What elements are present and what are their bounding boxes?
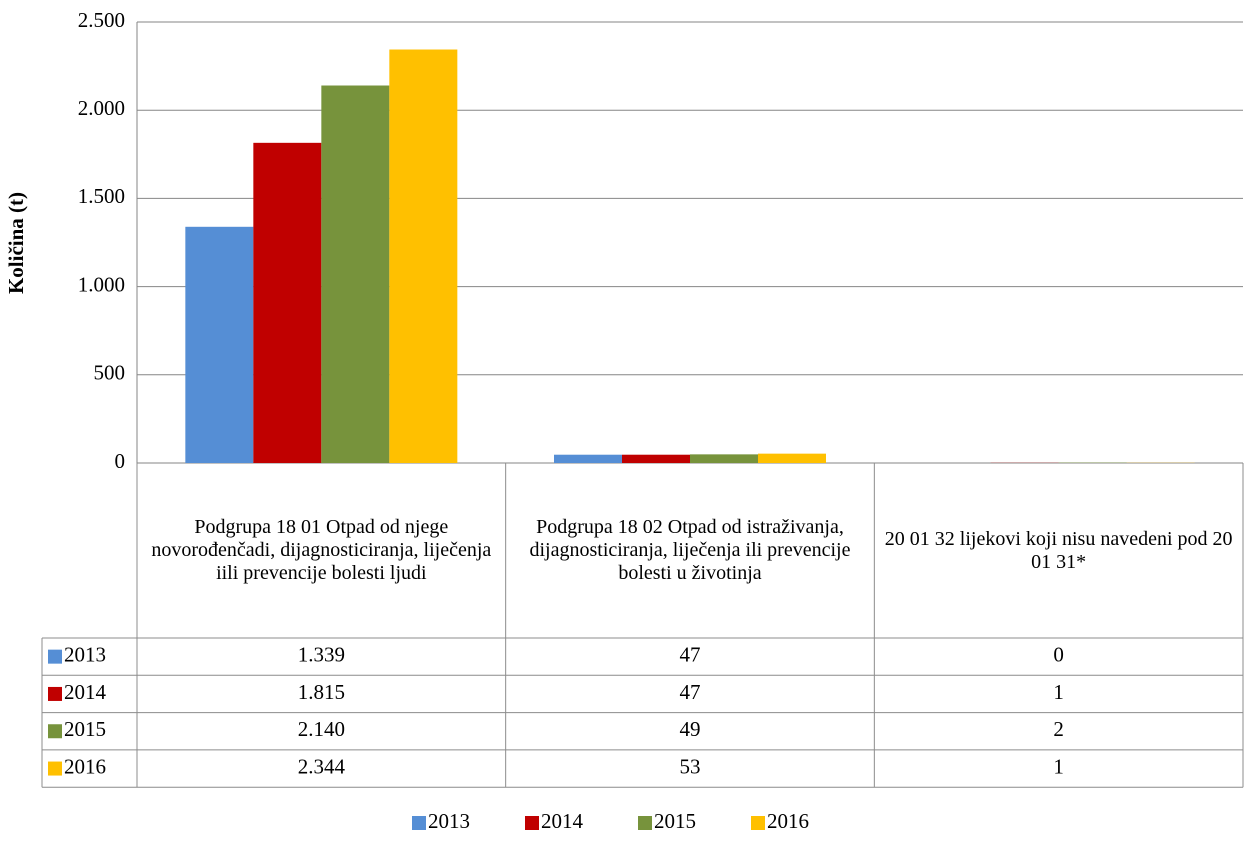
legend-swatch [638, 816, 652, 830]
legend-label: 2013 [64, 642, 106, 666]
legend-label: 2015 [654, 809, 696, 833]
legend-swatch [412, 816, 426, 830]
x-tick-label: Podgrupa 18 02 Otpad od istraživanja, di… [529, 516, 851, 584]
data-label: 2.344 [298, 754, 346, 778]
y-tick-label: 500 [94, 361, 126, 385]
bar [622, 454, 690, 463]
data-label: 2.140 [298, 717, 345, 741]
bar [758, 453, 826, 463]
bar [185, 226, 254, 463]
bar [321, 85, 390, 463]
data-label: 1 [1053, 754, 1064, 778]
legend-label: 2013 [428, 809, 470, 833]
y-tick-label: 2.000 [78, 96, 125, 120]
legend-label: 2014 [541, 809, 584, 833]
category-cell: Podgrupa 18 02 Otpad od istraživanja, di… [529, 516, 851, 584]
legend-label: 2016 [767, 809, 809, 833]
category-cell: 20 01 32 lijekovi koji nisu navedeni pod… [884, 527, 1233, 573]
legend-swatch [525, 816, 539, 830]
data-label: 0 [1053, 642, 1064, 666]
y-tick-label: 2.500 [78, 8, 125, 32]
legend-swatch [48, 761, 62, 776]
bar [389, 49, 458, 463]
data-label: 53 [680, 754, 701, 778]
y-tick-label: 1.500 [78, 184, 125, 208]
data-label: 1.339 [298, 642, 345, 666]
data-label: 49 [680, 717, 701, 741]
legend-swatch [48, 686, 62, 701]
legend-label: 2014 [64, 680, 107, 704]
y-tick-label: 1.000 [78, 272, 125, 296]
data-label: 2 [1053, 717, 1064, 741]
bar [253, 142, 322, 464]
data-label: 1.815 [298, 680, 345, 704]
legend-swatch [48, 649, 62, 664]
legend-swatch [48, 724, 62, 739]
y-axis-label: Količina (t) [4, 192, 28, 294]
category-cell: Podgrupa 18 01 Otpad od njege novorođenč… [151, 516, 492, 584]
bar [554, 454, 622, 463]
x-tick-label: 20 01 32 lijekovi koji nisu navedeni pod… [884, 527, 1233, 573]
legend-label: 2015 [64, 717, 106, 741]
legend-label: 2016 [64, 754, 106, 778]
data-label: 47 [680, 642, 701, 666]
x-tick-label: Podgrupa 18 01 Otpad od njege novorođenč… [151, 516, 492, 584]
y-tick-label: 0 [115, 449, 126, 473]
data-label: 47 [680, 680, 701, 704]
data-label: 1 [1053, 680, 1064, 704]
legend-swatch [751, 816, 765, 830]
bar [690, 454, 758, 463]
